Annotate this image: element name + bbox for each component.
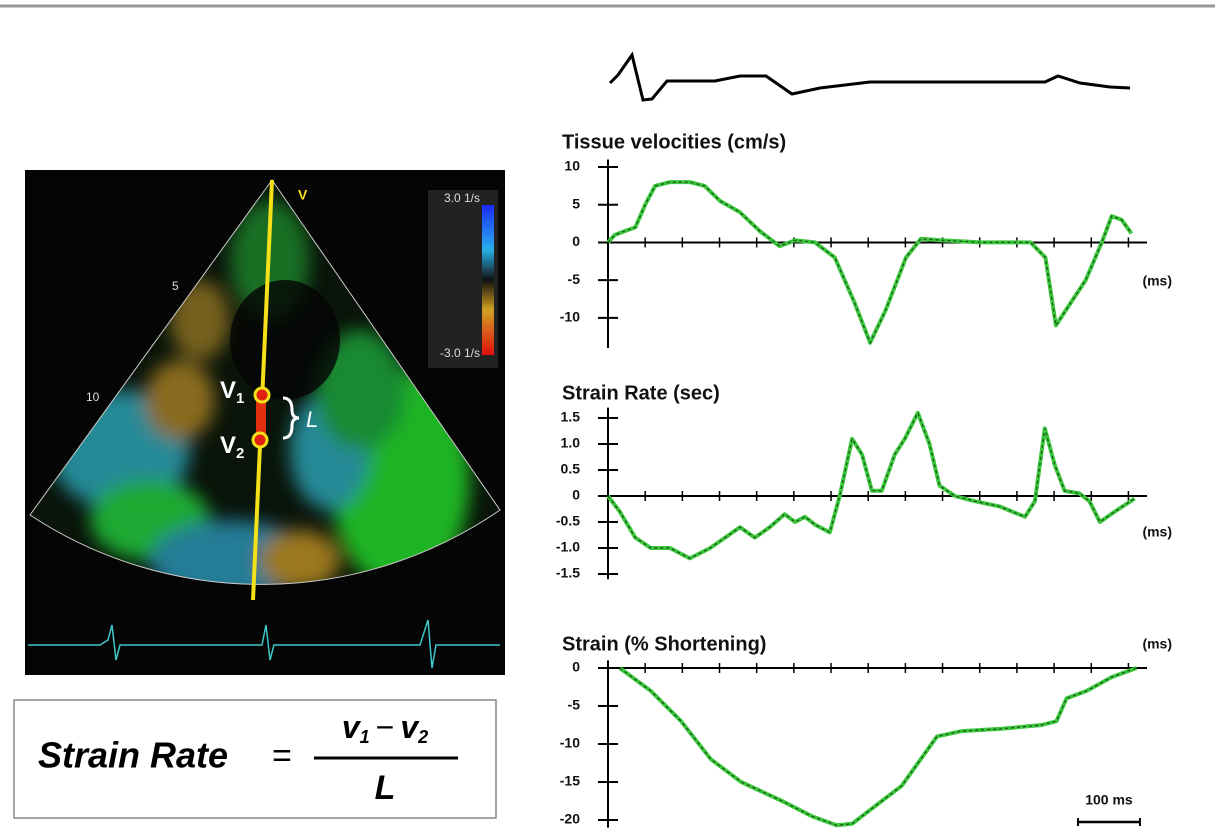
y-tick-label: 1.5 — [561, 409, 581, 425]
y-tick-label: -5 — [568, 271, 581, 287]
formula-numerator: v1−v2 — [342, 709, 428, 746]
chart: Tissue velocities (cm/s) (ms) 10 5 0 -5 -10 — [560, 131, 1172, 348]
x-axis-label: (ms) — [1142, 524, 1172, 540]
v2-marker — [253, 433, 267, 447]
echo-panel: 3.0 1/s -3.0 1/s V 5 10 V1 V2 L — [25, 170, 505, 675]
formula-equals: = — [272, 737, 292, 775]
depth-label: 10 — [86, 390, 100, 404]
y-tick-label: 10 — [564, 158, 580, 174]
x-axis-label: (ms) — [1142, 273, 1172, 289]
y-tick-label: 0.5 — [561, 461, 581, 477]
y-tick-label: -10 — [560, 735, 580, 751]
color-scale — [482, 205, 494, 355]
x-axis-label: (ms) — [1142, 636, 1172, 652]
y-tick-label: -0.5 — [556, 513, 580, 529]
y-tick-label: -10 — [560, 309, 580, 325]
series-line — [608, 182, 1132, 343]
chart-title: Strain Rate (sec) — [562, 382, 720, 404]
scale-top: 3.0 1/s — [444, 191, 480, 205]
beam-label: V — [298, 187, 308, 203]
y-tick-label: 0 — [572, 487, 580, 503]
series-line — [620, 668, 1137, 825]
ecg-trace — [610, 55, 1130, 100]
scale-bottom: -3.0 1/s — [440, 346, 480, 360]
y-tick-label: 0 — [572, 659, 580, 675]
v1-marker — [255, 388, 269, 402]
length-label: L — [306, 407, 318, 432]
page: 3.0 1/s -3.0 1/s V 5 10 V1 V2 L Strain R… — [0, 0, 1215, 829]
formula: Strain Rate = v1−v2 L — [14, 700, 496, 818]
y-tick-label: -1.0 — [556, 539, 580, 555]
figure: 3.0 1/s -3.0 1/s V 5 10 V1 V2 L Strain R… — [0, 0, 1215, 829]
formula-lhs: Strain Rate — [38, 735, 228, 776]
series-line — [608, 413, 1135, 559]
y-tick-label: 0 — [572, 233, 580, 249]
scale-bar-label: 100 ms — [1085, 792, 1133, 808]
depth-label: 5 — [172, 279, 179, 293]
chart: Strain (% Shortening) (ms) 0 -5 -10 -15 -20 100… — [560, 633, 1172, 827]
chart: Strain Rate (sec) (ms) 1.5 1.0 0.5 0 -0.5 -1.0 -… — [556, 382, 1172, 580]
y-tick-label: -1.5 — [556, 565, 580, 581]
chart-title: Strain (% Shortening) — [562, 633, 766, 655]
y-tick-label: -20 — [560, 811, 580, 827]
y-tick-label: 5 — [572, 195, 580, 211]
formula-denominator: L — [375, 769, 396, 807]
y-tick-label: 1.0 — [561, 435, 581, 451]
y-tick-label: -15 — [560, 773, 580, 789]
y-tick-label: -5 — [568, 697, 581, 713]
chart-title: Tissue velocities (cm/s) — [562, 131, 786, 153]
